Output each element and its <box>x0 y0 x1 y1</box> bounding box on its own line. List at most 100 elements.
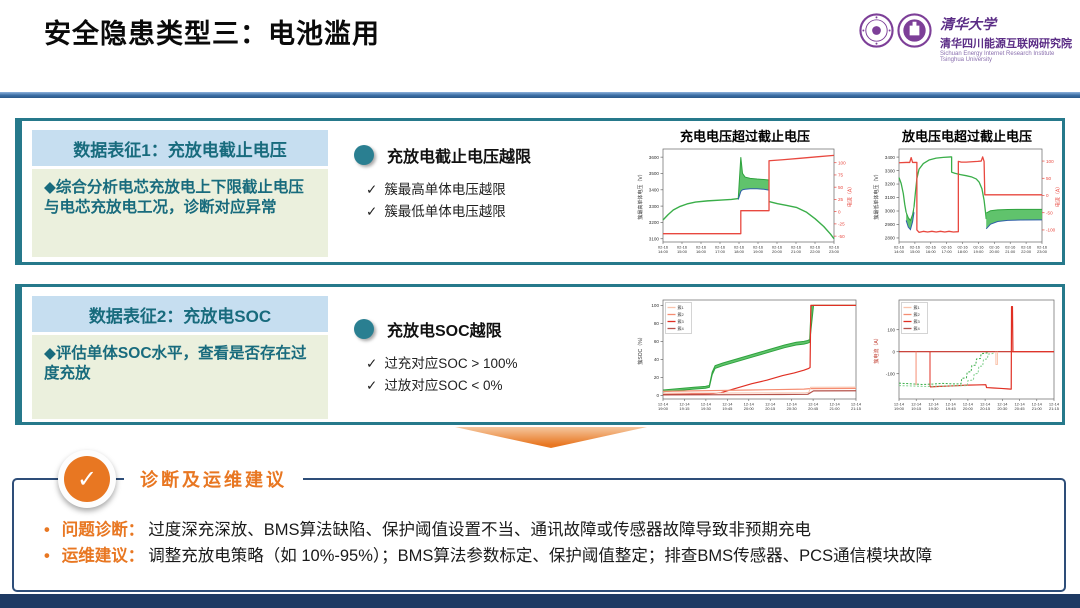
svg-text:簇1: 簇1 <box>678 304 685 310</box>
svg-text:19:45: 19:45 <box>722 406 733 411</box>
svg-text:02-16: 02-16 <box>910 245 921 250</box>
svg-text:12-14: 12-14 <box>928 402 939 407</box>
svg-text:02-16: 02-16 <box>791 245 802 250</box>
svg-text:02-16: 02-16 <box>957 245 968 250</box>
diagnosis-item: • 问题诊断： 过度深充深放、BMS算法缺陷、保护阈值设置不当、通讯故障或传感器故障… <box>44 516 811 540</box>
svg-text:22:00: 22:00 <box>1021 249 1032 254</box>
bullet-icon: • <box>44 521 50 539</box>
section-1-checks: ✓ 簇最高单体电压越限 ✓ 簇最低单体电压越限 <box>366 179 506 223</box>
svg-text:簇2: 簇2 <box>914 311 921 317</box>
svg-text:12-14: 12-14 <box>722 402 733 407</box>
check-item: ✓ 簇最低单体电压越限 <box>366 201 506 223</box>
svg-text:22:00: 22:00 <box>810 249 821 254</box>
chart-discharging-voltage: 放电压电超过截止电压 2800 2900 3000 3100 3200 3300 3400 簇… <box>872 126 1062 256</box>
svg-text:02-16: 02-16 <box>989 245 1000 250</box>
svg-text:23:00: 23:00 <box>829 249 840 254</box>
svg-text:23:00: 23:00 <box>1037 249 1048 254</box>
svg-text:21:00: 21:00 <box>791 249 802 254</box>
svg-text:20:00: 20:00 <box>963 406 974 411</box>
svg-text:12-14: 12-14 <box>765 402 776 407</box>
svg-text:-100: -100 <box>1046 228 1056 233</box>
svg-text:3500: 3500 <box>649 171 660 176</box>
page-title: 安全隐患类型三：电池滥用 <box>44 19 380 49</box>
svg-text:100: 100 <box>887 327 895 332</box>
org-name-cn: 清华四川能源互联网研究院 <box>940 38 1072 50</box>
svg-text:02-16: 02-16 <box>829 245 840 250</box>
svg-text:-50: -50 <box>838 234 845 239</box>
svg-text:100: 100 <box>838 160 846 165</box>
svg-text:簇SOC（%）: 簇SOC（%） <box>637 334 644 364</box>
footer-title: 诊断及运维建议 <box>124 466 303 492</box>
footer-box: • 问题诊断： 过度深充深放、BMS算法缺陷、保护阈值设置不当、通讯故障或传感器故障… <box>12 478 1066 592</box>
svg-text:02-16: 02-16 <box>753 245 764 250</box>
section-2-desc: ◆评估单体SOC水平，查看是否存在过度充放 <box>32 335 328 419</box>
svg-text:-100: -100 <box>886 371 896 376</box>
svg-text:02-16: 02-16 <box>1037 245 1048 250</box>
svg-text:19:00: 19:00 <box>658 406 669 411</box>
svg-text:-50: -50 <box>1046 210 1053 215</box>
svg-text:0: 0 <box>656 393 659 398</box>
svg-text:18:00: 18:00 <box>734 249 745 254</box>
svg-text:0: 0 <box>1046 193 1049 198</box>
svg-text:12-14: 12-14 <box>1014 402 1025 407</box>
svg-text:电流（A）: 电流（A） <box>1055 184 1062 207</box>
svg-text:16:00: 16:00 <box>926 249 937 254</box>
svg-text:12-14: 12-14 <box>658 402 669 407</box>
item-label: 问题诊断： <box>61 521 145 539</box>
svg-text:20:00: 20:00 <box>744 406 755 411</box>
svg-text:簇4: 簇4 <box>678 325 685 331</box>
svg-text:3600: 3600 <box>649 155 660 160</box>
point-label: 充放电截止电压越限 <box>387 149 532 166</box>
check-item: ✓ 簇最高单体电压越限 <box>366 179 506 201</box>
svg-text:60: 60 <box>654 339 660 344</box>
check-text: 过放对应SOC < 0% <box>384 378 503 393</box>
check-item: ✓ 过放对应SOC < 0% <box>366 375 517 397</box>
chart-charging-voltage: 充电电压超过截止电压 3100 3200 3300 3400 3500 3600 簇最高单体… <box>636 126 854 256</box>
svg-text:19:00: 19:00 <box>753 249 764 254</box>
svg-text:14:00: 14:00 <box>658 249 669 254</box>
org-text: 清华大学 清华四川能源互联网研究院 Sichuan Energy Interne… <box>940 13 1072 63</box>
svg-text:02-16: 02-16 <box>1021 245 1032 250</box>
bottom-bar <box>0 594 1080 608</box>
svg-text:21:00: 21:00 <box>830 406 841 411</box>
svg-text:20:00: 20:00 <box>772 249 783 254</box>
svg-text:3100: 3100 <box>885 195 896 200</box>
svg-text:02-16: 02-16 <box>696 245 707 250</box>
svg-text:19:15: 19:15 <box>679 406 690 411</box>
item-text: 过度深充深放、BMS算法缺陷、保护阈值设置不当、通讯故障或传感器故障导致非预期充… <box>148 521 812 539</box>
svg-text:14:00: 14:00 <box>894 249 905 254</box>
bullet-icon: • <box>44 547 50 565</box>
svg-text:02-16: 02-16 <box>810 245 821 250</box>
svg-text:21:15: 21:15 <box>851 406 862 411</box>
svg-text:20:15: 20:15 <box>765 406 776 411</box>
check-badge: ✓ <box>58 450 116 508</box>
svg-text:02-16: 02-16 <box>942 245 953 250</box>
svg-text:簇3: 簇3 <box>678 318 685 324</box>
svg-text:12-14: 12-14 <box>997 402 1008 407</box>
svg-text:02-16: 02-16 <box>734 245 745 250</box>
svg-text:16:00: 16:00 <box>696 249 707 254</box>
svg-text:3300: 3300 <box>885 168 896 173</box>
svg-text:02-16: 02-16 <box>658 245 669 250</box>
svg-text:3300: 3300 <box>649 204 660 209</box>
org-name-script: 清华大学 <box>940 18 996 33</box>
section-cutoff-voltage: 数据表征1：充放电截止电压 ◆综合分析电芯充放电上下限截止电压与电芯充放电工况，… <box>15 118 1065 265</box>
svg-text:20:30: 20:30 <box>997 406 1008 411</box>
svg-text:20:00: 20:00 <box>989 249 1000 254</box>
svg-text:50: 50 <box>838 185 844 190</box>
svg-text:21:00: 21:00 <box>1005 249 1016 254</box>
svg-text:2800: 2800 <box>885 236 896 241</box>
check-item: ✓ 过充对应SOC > 100% <box>366 353 517 375</box>
svg-text:0: 0 <box>838 209 841 214</box>
svg-text:100: 100 <box>1046 159 1054 164</box>
svg-text:20: 20 <box>654 375 660 380</box>
svg-text:12-14: 12-14 <box>829 402 840 407</box>
svg-text:3000: 3000 <box>885 209 896 214</box>
chart-plot: -100 0 100 簇电流（A） 12-14 19:00 12-14 19:15 12-14 1… <box>872 295 1062 415</box>
svg-text:02-16: 02-16 <box>1005 245 1016 250</box>
check-icon: ✓ <box>366 182 378 197</box>
down-arrow-icon <box>455 427 647 448</box>
svg-text:簇4: 簇4 <box>914 325 921 331</box>
svg-text:3400: 3400 <box>885 155 896 160</box>
